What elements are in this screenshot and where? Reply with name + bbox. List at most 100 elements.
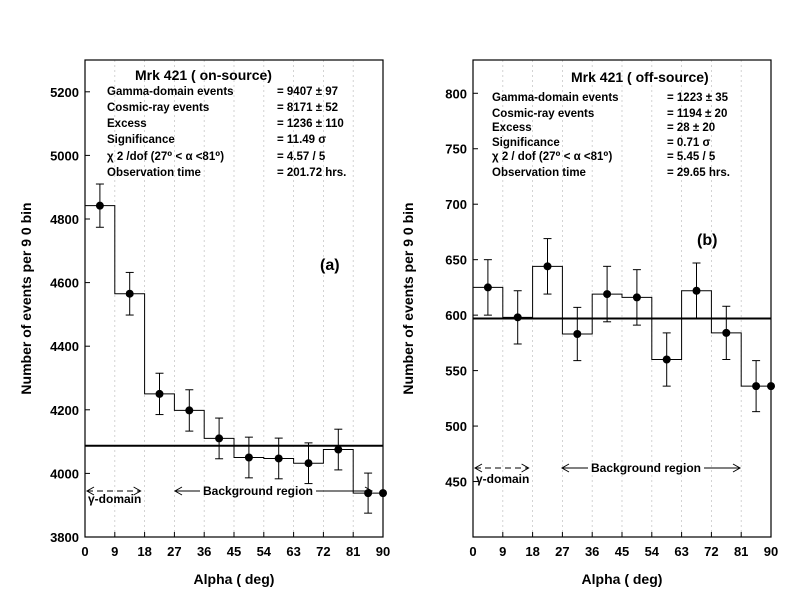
- y-tick-label: 4400: [50, 339, 79, 354]
- data-point: [573, 329, 582, 338]
- arrow-head-right-icon: [364, 486, 374, 496]
- y-tick-label: 4800: [50, 212, 79, 227]
- data-point: [632, 293, 641, 302]
- data-point: [379, 489, 387, 498]
- y-axis-label: Number of events per 9 0 bin: [400, 202, 416, 394]
- y-tick-label: 5000: [50, 148, 79, 163]
- x-tick-label: 0: [81, 544, 88, 559]
- y-tick-label: 750: [445, 142, 467, 157]
- chart-panel-a: 0 9 18 27 36 45 54 63 72 81 90 3800 4000 4200 4400 4600…: [18, 59, 390, 587]
- arrow-head-right-icon: [521, 463, 530, 473]
- arrow-head-right-icon: [732, 463, 742, 473]
- x-tick-label: 81: [346, 544, 360, 559]
- stat-label: Gamma-domain events: [492, 92, 619, 104]
- stat-label: Excess: [107, 118, 147, 130]
- gamma-domain-label: γ-domain: [88, 492, 141, 506]
- data-point: [752, 382, 761, 391]
- x-tick-label: 18: [137, 544, 151, 559]
- x-tick-label: 72: [316, 544, 330, 559]
- y-tick-label: 3800: [50, 530, 79, 545]
- stat-value: = 1236 ± 110: [277, 118, 344, 130]
- arrow-head-left-icon: [173, 486, 183, 496]
- gamma-domain-label: γ-domain: [476, 472, 529, 486]
- x-axis-label: Alpha ( deg): [582, 571, 663, 587]
- panel-label: (b): [697, 232, 717, 249]
- stat-label: Observation time: [492, 167, 586, 179]
- x-tick-label: 9: [499, 544, 506, 559]
- y-tick-label: 550: [445, 364, 467, 379]
- data-point: [95, 201, 104, 210]
- data-point: [692, 286, 701, 295]
- stat-value: = 1194 ± 20: [667, 108, 727, 120]
- data-point: [185, 406, 194, 415]
- arrow-head-left-icon: [85, 486, 95, 496]
- y-tick-label: 650: [445, 253, 467, 268]
- stat-label: χ 2 / dof (27⁰ < α <81⁰): [492, 151, 612, 163]
- y-tick-label: 450: [445, 475, 467, 490]
- x-tick-label: 36: [197, 544, 211, 559]
- stat-label: Excess: [492, 122, 532, 134]
- x-tick-label: 36: [585, 544, 599, 559]
- data-point: [767, 382, 775, 391]
- stat-label: χ 2 /dof (27⁰ < α <81⁰): [107, 151, 224, 163]
- chart-title: Mrk 421 ( off-source): [571, 69, 709, 85]
- stat-label: Cosmic-ray events: [492, 108, 594, 120]
- y-tick-label: 4200: [50, 403, 79, 418]
- y-tick-label: 4600: [50, 276, 79, 291]
- data-point: [334, 445, 343, 454]
- x-tick-label: 45: [615, 544, 629, 559]
- x-tick-label: 27: [555, 544, 569, 559]
- stat-value: = 4.57 / 5: [277, 151, 326, 163]
- data-point: [513, 313, 522, 322]
- stat-label: Significance: [107, 134, 175, 146]
- stat-value: = 9407 ± 97: [277, 86, 338, 98]
- x-tick-label: 63: [674, 544, 688, 559]
- data-point: [274, 454, 283, 463]
- data-point: [722, 328, 731, 337]
- x-tick-label: 54: [645, 544, 660, 559]
- x-tick-label: 18: [525, 544, 539, 559]
- y-tick-label: 5200: [50, 85, 79, 100]
- stat-value: = 11.49 σ: [277, 134, 326, 146]
- stat-value: = 201.72 hrs.: [277, 167, 346, 179]
- background-region-label: Background region: [203, 484, 313, 498]
- y-tick-label: 800: [445, 86, 467, 101]
- x-tick-label: 9: [111, 544, 118, 559]
- y-tick-label: 700: [445, 197, 467, 212]
- arrow-head-right-icon: [133, 486, 142, 496]
- chart-title: Mrk 421 ( on-source): [135, 67, 272, 83]
- data-point: [125, 289, 134, 298]
- arrow-head-left-icon: [473, 463, 483, 473]
- x-tick-label: 72: [704, 544, 718, 559]
- data-point: [543, 262, 552, 271]
- x-axis-label: Alpha ( deg): [194, 571, 275, 587]
- data-point: [215, 434, 224, 443]
- x-tick-label: 0: [469, 544, 476, 559]
- x-tick-label: 63: [286, 544, 300, 559]
- arrow-head-left-icon: [560, 463, 570, 473]
- data-point: [483, 283, 492, 292]
- stat-label: Cosmic-ray events: [107, 102, 209, 114]
- stat-value: = 29.65 hrs.: [667, 167, 730, 179]
- stat-value: = 0.71 σ: [667, 137, 710, 149]
- x-tick-label: 90: [376, 544, 390, 559]
- panel-label: (a): [320, 257, 340, 274]
- data-point: [603, 290, 612, 299]
- data-point: [244, 453, 253, 462]
- y-tick-label: 500: [445, 419, 467, 434]
- y-axis-label: Number of events per 9 0 bin: [18, 202, 34, 394]
- chart-panel-b: 0 9 18 27 36 45 54 63 72 81 90 450 500 550 600 650 700 75…: [400, 59, 778, 587]
- y-tick-label: 600: [445, 308, 467, 323]
- stat-label: Gamma-domain events: [107, 86, 234, 98]
- stat-value: = 8171 ± 52: [277, 102, 338, 114]
- stat-label: Significance: [492, 137, 560, 149]
- stat-value: = 1223 ± 35: [667, 92, 729, 104]
- data-point: [155, 389, 164, 398]
- x-tick-label: 90: [764, 544, 778, 559]
- stat-label: Observation time: [107, 167, 201, 179]
- data-point: [662, 355, 671, 364]
- stat-value: = 28 ± 20: [667, 122, 715, 134]
- background-region-label: Background region: [591, 461, 701, 475]
- x-tick-label: 54: [257, 544, 272, 559]
